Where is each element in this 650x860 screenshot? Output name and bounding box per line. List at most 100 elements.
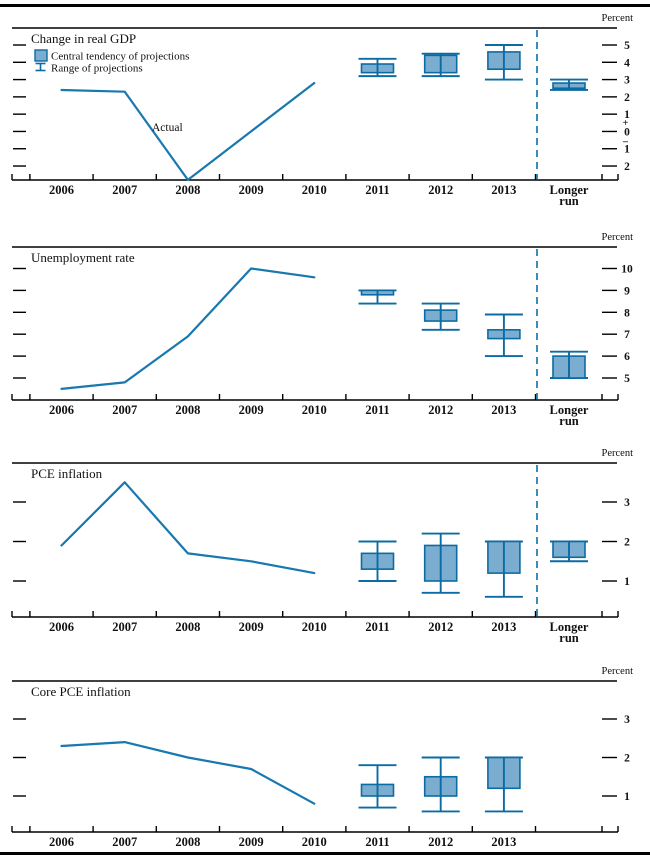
x-longer-run-label: run (559, 414, 579, 428)
projection-2013 (484, 756, 523, 813)
y-tick-label: 1 (624, 144, 630, 156)
actual-line (60, 81, 316, 181)
x-year-label: 2010 (302, 835, 327, 849)
page-top-rule (0, 4, 650, 7)
x-year-label: 2008 (175, 403, 200, 417)
projection-longer-run (550, 350, 588, 379)
x-year-label: 2006 (49, 620, 74, 634)
y-tick-label: 5 (624, 40, 630, 52)
x-year-label: 2007 (112, 620, 137, 634)
x-year-label: 2007 (112, 183, 137, 197)
x-year-label: 2010 (302, 620, 327, 634)
x-year-label: 2011 (365, 835, 389, 849)
y-tick-label: 2 (624, 537, 630, 549)
y-tick-label: 3 (624, 714, 630, 726)
x-year-label: 2006 (49, 835, 74, 849)
panel-title: Unemployment rate (31, 250, 135, 265)
x-year-label: 2011 (365, 183, 389, 197)
y-tick-label: 2 (624, 161, 630, 173)
y-tick-label: 5 (624, 373, 630, 385)
x-year-label: 2006 (49, 183, 74, 197)
y-tick-label: 1 (624, 791, 630, 803)
panel-unemployment-rate: Percent 10 9 8 7 6 5 2006 2007 2008 2009 2010 2011 20… (11, 232, 634, 428)
page-bottom-rule (0, 852, 650, 855)
projection-2013 (484, 540, 523, 598)
legend-central-tendency-label: Central tendency of projections (51, 51, 189, 63)
y-tick-label: 4 (624, 57, 630, 69)
plus-sign-marker: + (623, 118, 629, 129)
actual-line (60, 481, 316, 575)
legend-range-label: Range of projections (51, 63, 143, 75)
percent-label: Percent (602, 448, 634, 459)
x-year-label: 2009 (239, 403, 264, 417)
x-year-label: 2012 (428, 183, 453, 197)
panel-title: Change in real GDP (31, 31, 136, 46)
x-year-label: 2009 (239, 183, 264, 197)
x-year-label: 2012 (428, 403, 453, 417)
y-tick-label: 1 (624, 576, 630, 588)
legend-central-tendency-swatch (34, 49, 48, 62)
panel-change-in-real-gdp: Percent 5 4 3 2 1 0 1 2 + – 2006 2007 2008 2009 2010 201… (11, 13, 634, 208)
x-year-label: 2007 (112, 835, 137, 849)
actual-line (60, 267, 316, 390)
x-year-label: 2007 (112, 403, 137, 417)
x-longer-run-label: run (559, 194, 579, 208)
x-year-label: 2011 (365, 403, 389, 417)
x-longer-run-label: run (559, 631, 579, 645)
projection-2013 (484, 44, 523, 81)
actual-line (60, 740, 316, 805)
x-year-label: 2008 (175, 835, 200, 849)
y-tick-label: 0 (624, 126, 630, 138)
x-year-label: 2012 (428, 835, 453, 849)
projection-2011 (358, 764, 397, 809)
percent-label: Percent (602, 13, 634, 24)
y-tick-label: 7 (624, 329, 630, 341)
y-tick-label: 8 (624, 307, 630, 319)
percent-label: Percent (602, 666, 634, 677)
x-year-label: 2010 (302, 183, 327, 197)
x-year-label: 2013 (491, 620, 516, 634)
y-tick-label: 2 (624, 753, 630, 765)
minus-sign-marker: – (622, 137, 629, 148)
x-longer-run-label: Longer (550, 620, 589, 634)
y-tick-label: 3 (624, 75, 630, 87)
projection-2011 (358, 540, 397, 582)
x-year-label: 2010 (302, 403, 327, 417)
x-year-label: 2009 (239, 620, 264, 634)
x-year-label: 2013 (491, 835, 516, 849)
projection-2012 (421, 52, 460, 78)
x-year-label: 2013 (491, 403, 516, 417)
projection-longer-run (550, 78, 588, 91)
projection-2012 (421, 302, 460, 331)
x-year-label: 2008 (175, 620, 200, 634)
x-longer-run-label: Longer (550, 403, 589, 417)
projection-2012 (421, 756, 460, 813)
x-year-label: 2009 (239, 835, 264, 849)
x-longer-run-label: Longer (550, 183, 589, 197)
panel-core-pce-inflation: Percent 3 2 1 2006 2007 2008 2009 2010 2011 2012 20… (11, 666, 634, 849)
panel-title: Core PCE inflation (31, 684, 131, 699)
y-tick-label: 10 (621, 264, 633, 276)
y-tick-label: 6 (624, 351, 630, 363)
x-year-label: 2006 (49, 403, 74, 417)
y-tick-label: 2 (624, 92, 630, 104)
y-tick-label: 1 (624, 109, 630, 121)
x-year-label: 2008 (175, 183, 200, 197)
projection-2012 (421, 532, 460, 594)
panel-pce-inflation: Percent 3 2 1 2006 2007 2008 2009 2010 2011 2012 20… (11, 448, 634, 645)
projection-2011 (358, 57, 397, 78)
y-tick-label: 9 (624, 285, 630, 297)
panel-title: PCE inflation (31, 466, 103, 481)
y-tick-label: 3 (624, 497, 630, 509)
x-year-label: 2013 (491, 183, 516, 197)
x-year-label: 2011 (365, 620, 389, 634)
actual-line-label: Actual (152, 122, 183, 134)
projection-2013 (484, 313, 523, 358)
percent-label: Percent (602, 232, 634, 243)
x-year-label: 2012 (428, 620, 453, 634)
projection-longer-run (550, 540, 588, 563)
projection-2011 (358, 289, 397, 305)
